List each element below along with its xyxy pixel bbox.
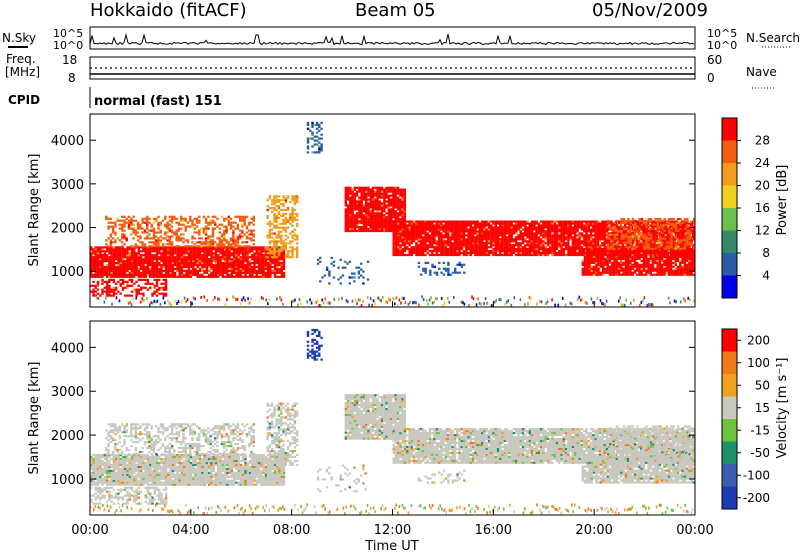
colorbar-swatch xyxy=(722,275,737,298)
radar-title: Hokkaido (fitACF) xyxy=(90,0,247,21)
beam-title: Beam 05 xyxy=(355,0,436,21)
colorbar-tick-label: -15 xyxy=(750,423,770,437)
date-title: 05/Nov/2009 xyxy=(592,0,708,21)
nave-tick-top: 60 xyxy=(707,53,722,67)
colorbar-tick-label: 15 xyxy=(755,401,770,415)
counts-tick-bottom-right: 10^0 xyxy=(707,39,737,52)
ytick-label: 1000 xyxy=(51,265,84,280)
colorbar-swatch xyxy=(722,419,737,442)
freq-strip: Freq. [MHz] 18 8 60 0 Nave xyxy=(5,52,777,89)
ytick-label: 1000 xyxy=(51,473,84,488)
cpid-label: CPID xyxy=(8,93,40,107)
colorbar-swatch xyxy=(722,464,737,487)
cpid-strip: CPID normal (fast) 151 xyxy=(8,87,222,109)
nsky-label: N.Sky xyxy=(2,31,36,45)
xtick-label: 16:00 xyxy=(475,523,512,538)
colorbar-swatch xyxy=(722,253,737,276)
colorbar-tick-label: 12 xyxy=(755,224,770,238)
colorbar-tick-label: 100 xyxy=(747,356,770,370)
time-axis-label: Time UT xyxy=(364,539,418,554)
ytick-label: 4000 xyxy=(51,134,84,149)
power-colorbar: 4 8 12 16 20 24 28 xyxy=(721,117,770,299)
power-colorbar-label: Power [dB] xyxy=(775,165,790,236)
colorbar-swatch xyxy=(722,441,737,464)
ytick-label: 4000 xyxy=(51,341,84,356)
colorbar-tick-label: 24 xyxy=(755,156,770,170)
ytick-label: 2000 xyxy=(51,429,84,444)
power-ylabel: Slant Range [km] xyxy=(27,154,42,267)
colorbar-swatch xyxy=(722,163,737,186)
nave-label: Nave xyxy=(746,65,777,79)
colorbar-swatch xyxy=(722,140,737,163)
ytick-label: 3000 xyxy=(51,178,84,193)
velocity-ylabel: Slant Range [km] xyxy=(27,362,42,475)
velocity-colorbar: 200 100 50 15 -15 -50 -100 -200 xyxy=(721,328,770,510)
colorbar-tick-label: 28 xyxy=(755,134,770,148)
counts-strip: N.Sky 10^5 10^0 10^5 10^0 N.Search xyxy=(2,26,800,52)
colorbar-swatch xyxy=(722,230,737,253)
nsearch-label: N.Search xyxy=(746,31,800,45)
ytick-label: 3000 xyxy=(51,385,84,400)
time-axis: 00:00 04:00 08:00 12:00 16:00 20:00 00:00 xyxy=(71,301,714,538)
power-panel: 1000 2000 3000 4000 Slant Range [km] xyxy=(27,113,696,308)
freq-unit: [MHz] xyxy=(5,65,40,79)
colorbar-tick-label: -200 xyxy=(743,491,770,505)
freq-tick-bottom: 8 xyxy=(68,71,76,85)
cpid-value: normal (fast) 151 xyxy=(94,94,222,109)
xtick-label: 08:00 xyxy=(273,523,310,538)
colorbar-swatch xyxy=(722,208,737,231)
counts-tick-top-right: 10^5 xyxy=(707,27,737,40)
nsky-trace xyxy=(89,32,695,46)
xtick-label: 04:00 xyxy=(172,523,209,538)
colorbar-tick-label: 8 xyxy=(762,246,770,260)
colorbar-tick-label: 50 xyxy=(755,378,770,392)
power-cells xyxy=(90,121,695,307)
colorbar-swatch xyxy=(722,351,737,374)
velocity-ticks: 1000 2000 3000 4000 xyxy=(51,341,695,488)
colorbar-swatch xyxy=(722,118,737,141)
velocity-cells xyxy=(90,328,695,515)
colorbar-tick-label: 16 xyxy=(755,201,770,215)
colorbar-tick-label: -50 xyxy=(750,446,770,460)
counts-tick-bottom: 10^0 xyxy=(53,39,83,52)
nave-tick-bottom: 0 xyxy=(707,71,715,85)
xtick-label: 12:00 xyxy=(374,523,411,538)
colorbar-tick-label: 20 xyxy=(755,179,770,193)
power-ticks: 1000 2000 3000 4000 xyxy=(51,134,695,280)
colorbar-swatch xyxy=(722,396,737,419)
freq-label: Freq. xyxy=(6,52,36,66)
colorbar-tick-label: -100 xyxy=(743,468,770,482)
xtick-label: 00:00 xyxy=(71,523,108,538)
freq-tick-top: 18 xyxy=(62,53,77,67)
colorbar-swatch xyxy=(722,329,737,352)
colorbar-frame xyxy=(721,328,738,510)
colorbar-swatch xyxy=(722,486,737,509)
ytick-label: 2000 xyxy=(51,222,84,237)
colorbar-swatch xyxy=(722,185,737,208)
colorbar-tick-label: 4 xyxy=(762,269,770,283)
counts-tick-top: 10^5 xyxy=(53,27,83,40)
colorbar-tick-label: 200 xyxy=(747,333,770,347)
xtick-label: 20:00 xyxy=(575,523,612,538)
colorbar-swatch xyxy=(722,374,737,397)
xtick-label: 00:00 xyxy=(676,523,713,538)
velocity-colorbar-label: Velocity [m s⁻¹] xyxy=(775,358,790,459)
